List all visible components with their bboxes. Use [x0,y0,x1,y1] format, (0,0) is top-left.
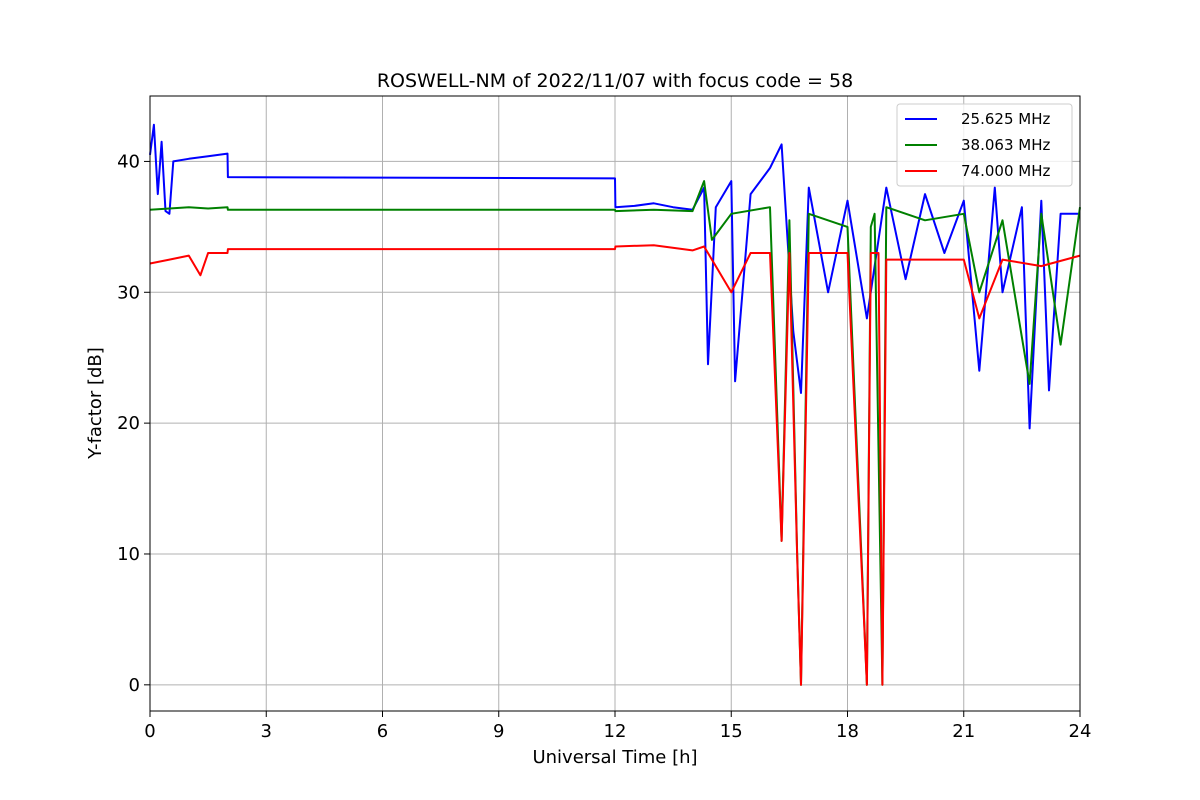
x-tick-label: 6 [377,721,388,742]
legend-box [896,103,1073,187]
legend-label: 25.625 MHz [961,110,1050,128]
x-axis-label: Universal Time [h] [532,747,697,768]
series-line-3 [149,244,1081,686]
series-line-1 [149,123,1080,430]
y-tick-label: 30 [117,282,140,303]
x-tick-label: 9 [493,721,504,742]
x-tick-label: 3 [261,721,272,742]
legend: 25.625 MHz 38.063 MHz 74.000 MHz [896,103,1073,187]
series-layer [149,123,1081,686]
x-tick-label: 18 [836,721,859,742]
x-tick-label: 12 [604,721,627,742]
x-tick-label: 24 [1069,721,1092,742]
chart-title: ROSWELL-NM of 2022/11/07 with focus code… [377,70,853,92]
x-tick-label: 21 [952,721,975,742]
y-tick-label: 20 [117,413,140,434]
ticks: 0 3 6 9 12 15 18 21 24 0 10 20 30 40 [117,151,1091,742]
legend-label: 38.063 MHz [961,136,1050,154]
y-axis-label: Y-factor [dB] [85,347,106,460]
y-tick-label: 10 [117,544,140,565]
y-tick-label: 0 [129,675,140,696]
y-tick-label: 40 [117,151,140,172]
x-tick-label: 0 [144,721,155,742]
legend-label: 74.000 MHz [961,162,1050,180]
x-tick-label: 15 [720,721,743,742]
